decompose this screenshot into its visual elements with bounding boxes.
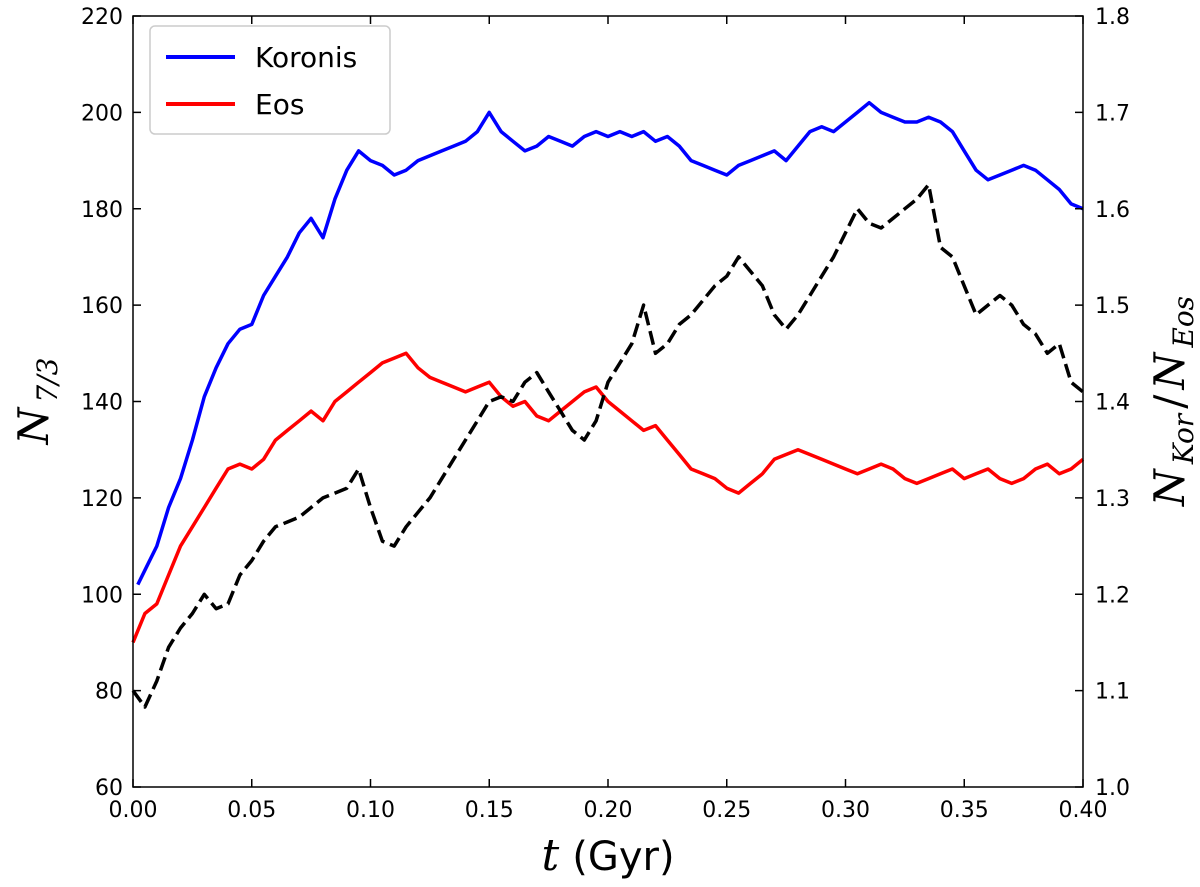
y-axis-label-right-base2: N bbox=[1145, 351, 1194, 390]
legend: Koronis Eos bbox=[149, 25, 391, 135]
series-line-ratio bbox=[131, 182, 1085, 709]
legend-label-koronis: Koronis bbox=[255, 41, 357, 74]
y-axis-label-right-sub2: Eos bbox=[1167, 296, 1200, 349]
y-axis-label-right-slash: / bbox=[1145, 394, 1194, 409]
y-right-tick-label: 1.8 bbox=[1095, 5, 1130, 30]
series-line-koronis bbox=[136, 100, 1084, 586]
y-left-tick-label: 180 bbox=[81, 198, 123, 223]
series-line-eos bbox=[131, 351, 1085, 644]
y-axis-label-right: N Kor / N Eos bbox=[1145, 296, 1200, 507]
y-right-tick-label: 1.3 bbox=[1095, 487, 1130, 512]
y-right-tick-label: 1.5 bbox=[1095, 294, 1130, 319]
legend-label-eos: Eos bbox=[255, 88, 304, 121]
x-axis-label-var: t bbox=[541, 830, 559, 881]
y-axis-label-left-base: N bbox=[9, 406, 58, 445]
y-axis-label-right-sub1: Kor bbox=[1167, 412, 1200, 465]
y-left-tick-label: 60 bbox=[95, 776, 123, 801]
x-axis-label-unit: (Gyr) bbox=[572, 834, 674, 880]
x-tick-label: 0.05 bbox=[227, 798, 276, 823]
y-left-tick-label: 100 bbox=[81, 583, 123, 608]
y-right-tick-label: 1.6 bbox=[1095, 198, 1130, 223]
y-axis-label-right-base1: N bbox=[1145, 468, 1194, 507]
x-tick-label: 0.20 bbox=[584, 798, 633, 823]
y-axis-label-left: N 7/3 bbox=[9, 358, 64, 446]
y-left-tick-label: 140 bbox=[81, 391, 123, 416]
y-right-tick-label: 1.1 bbox=[1095, 680, 1130, 705]
x-tick-label: 0.15 bbox=[465, 798, 514, 823]
y-left-tick-label: 80 bbox=[95, 680, 123, 705]
x-tick-label: 0.00 bbox=[109, 798, 158, 823]
x-tick-label: 0.35 bbox=[940, 798, 989, 823]
y-axis-label-left-sub: 7/3 bbox=[31, 358, 64, 403]
ticks-layer: 0.00 0.05 0.10 0.15 0.20 0.25 0.30 0.35 0.40 60 80… bbox=[81, 5, 1130, 823]
y-left-tick-label: 200 bbox=[81, 101, 123, 126]
y-right-tick-label: 1.7 bbox=[1095, 101, 1130, 126]
y-left-tick-label: 160 bbox=[81, 294, 123, 319]
x-axis-label: t (Gyr) bbox=[541, 830, 674, 881]
y-right-tick-label: 1.0 bbox=[1095, 776, 1130, 801]
x-tick-label: 0.10 bbox=[346, 798, 395, 823]
y-left-tick-label: 220 bbox=[81, 5, 123, 30]
y-right-tick-label: 1.2 bbox=[1095, 583, 1130, 608]
x-tick-label: 0.30 bbox=[821, 798, 870, 823]
y-right-tick-label: 1.4 bbox=[1095, 391, 1130, 416]
x-tick-label: 0.40 bbox=[1059, 798, 1108, 823]
y-left-tick-label: 120 bbox=[81, 487, 123, 512]
series-layer bbox=[131, 100, 1085, 709]
x-tick-label: 0.25 bbox=[702, 798, 751, 823]
legend-box bbox=[149, 25, 391, 135]
